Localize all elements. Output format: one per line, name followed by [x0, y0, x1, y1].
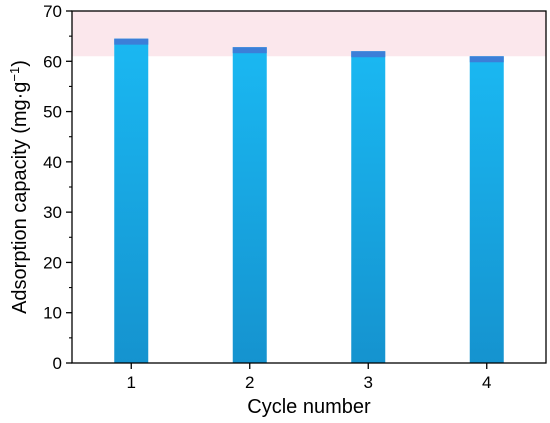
y-axis-title-close: )	[9, 60, 31, 67]
x-tick-label-4: 4	[482, 373, 491, 392]
bar-4	[469, 56, 504, 363]
highlight-band	[72, 11, 546, 57]
axes-group	[66, 10, 547, 369]
y-tick-label-50: 50	[43, 103, 62, 122]
bar-3	[351, 51, 386, 363]
y-tick-label-30: 30	[43, 203, 62, 222]
x-tick-label-2: 2	[245, 373, 254, 392]
y-tick-label-70: 70	[43, 2, 62, 21]
bars-group	[114, 38, 504, 364]
bar-cap-3	[351, 51, 386, 58]
x-tick-label-1: 1	[127, 373, 136, 392]
y-tick-label-20: 20	[43, 253, 62, 272]
bar-cap-4	[469, 56, 504, 63]
bar-2	[232, 47, 267, 363]
y-tick-label-0: 0	[53, 354, 62, 373]
x-axis-title: Cycle number	[247, 396, 371, 418]
y-axis-title-sup: −1	[7, 67, 22, 82]
y-tick-label-40: 40	[43, 153, 62, 172]
y-tick-label-60: 60	[43, 52, 62, 71]
labels-group: 0 10 20 30 40 50 60 70 1 2 3 4	[43, 2, 491, 392]
bar-cap-2	[232, 47, 267, 54]
y-tick-label-10: 10	[43, 304, 62, 323]
y-axis-title-main: Adsorption capacity (mg·g	[9, 82, 31, 314]
y-axis-title: Adsorption capacity (mg·g−1)	[7, 60, 32, 314]
bar-cap-1	[114, 38, 149, 45]
x-tick-label-3: 3	[364, 373, 373, 392]
bar-1	[114, 38, 149, 364]
